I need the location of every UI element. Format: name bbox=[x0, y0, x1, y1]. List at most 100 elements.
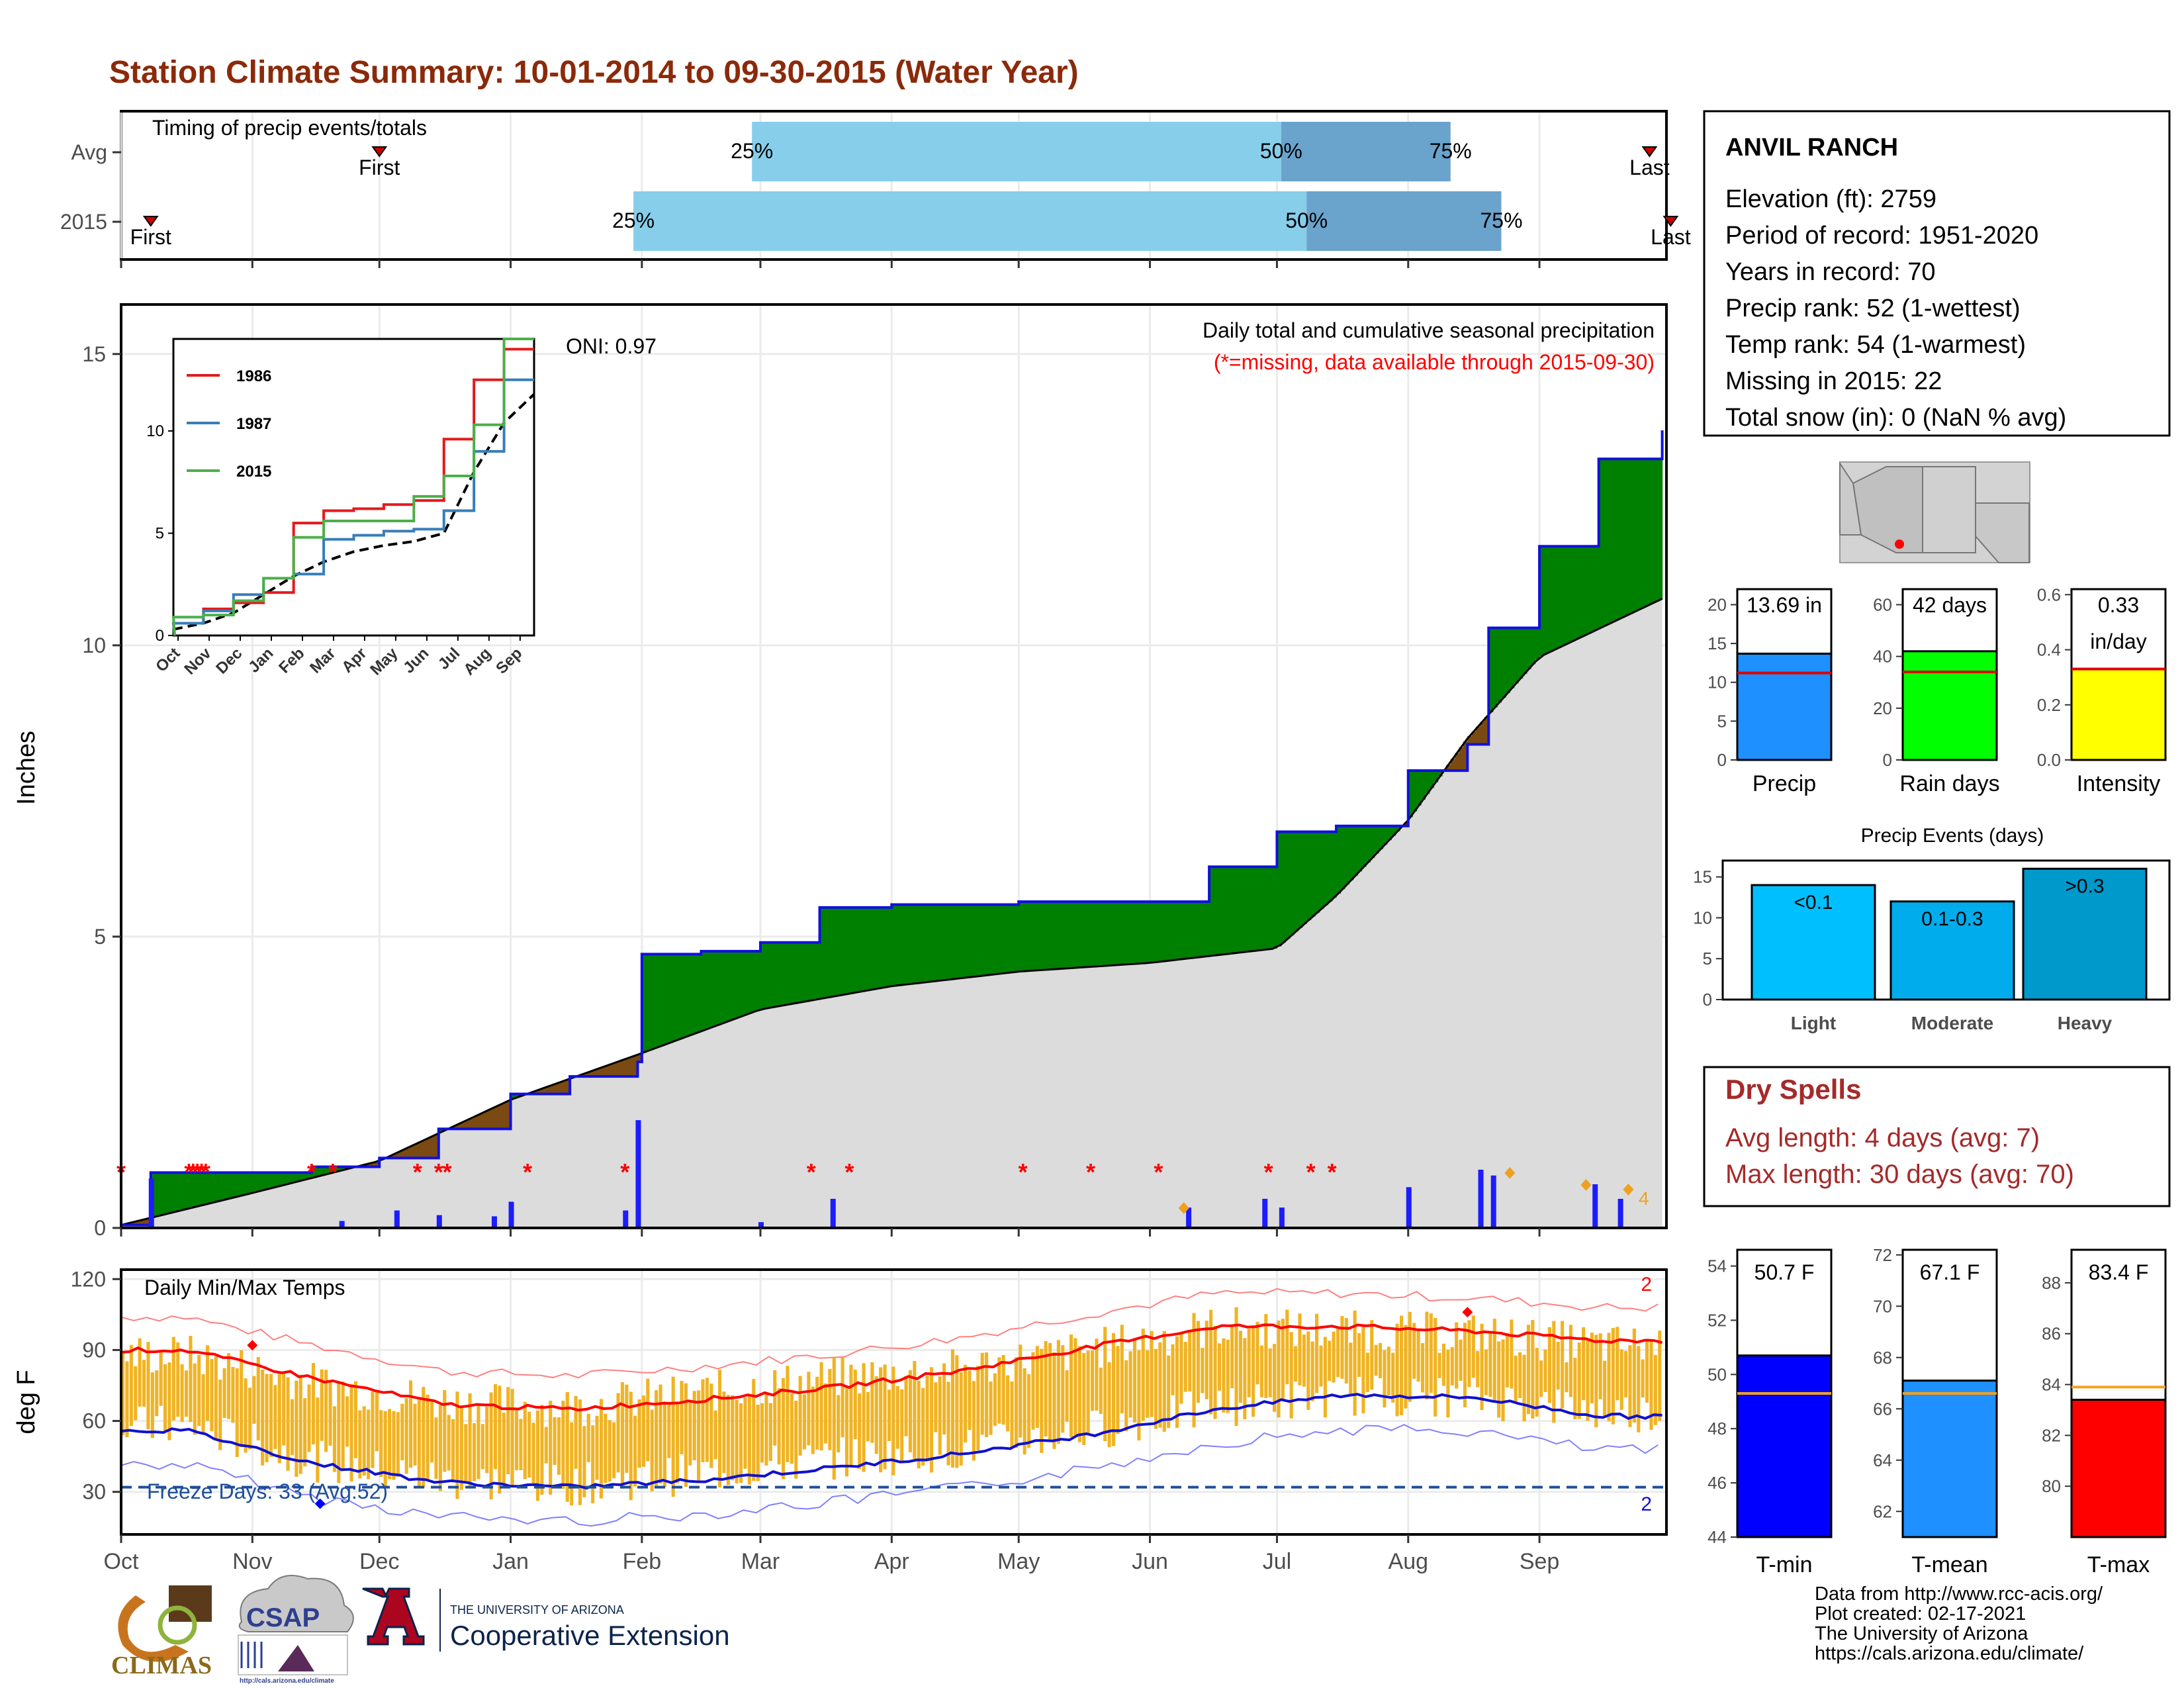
anomaly-band bbox=[167, 1172, 173, 1213]
anomaly-band bbox=[1247, 867, 1252, 952]
temp-y-label: deg F bbox=[13, 1370, 40, 1434]
temp-bar-tick-label: 44 bbox=[1707, 1527, 1727, 1547]
precip-note: Daily total and cumulative seasonal prec… bbox=[1203, 318, 1655, 342]
temp-bar-value bbox=[1901, 1380, 1998, 1538]
temp-bar-tick-label: 88 bbox=[2042, 1273, 2061, 1293]
anomaly-band bbox=[282, 1172, 287, 1186]
anomaly-band bbox=[1615, 459, 1621, 620]
first-event-marker bbox=[371, 146, 388, 158]
daily-temp-bar bbox=[781, 1378, 786, 1479]
anomaly-band bbox=[184, 1172, 189, 1209]
anomaly-band bbox=[1565, 546, 1570, 644]
anomaly-band bbox=[1450, 759, 1455, 771]
daily-precip-bar bbox=[758, 1222, 764, 1228]
daily-temp-bar bbox=[1132, 1339, 1137, 1423]
anomaly-band bbox=[1641, 459, 1646, 608]
daily-precip-bar bbox=[635, 1120, 641, 1228]
anomaly-band bbox=[955, 904, 960, 979]
anomaly-band bbox=[1455, 753, 1460, 771]
daily-temp-bar bbox=[883, 1364, 887, 1470]
anomaly-band bbox=[739, 951, 744, 1017]
record-high-marker bbox=[247, 1340, 258, 1351]
events-title: Precip Events (days) bbox=[1861, 825, 2044, 847]
anomaly-band bbox=[760, 942, 765, 1009]
daily-temp-bar bbox=[353, 1381, 357, 1458]
anomaly-band bbox=[290, 1172, 295, 1183]
anomaly-band bbox=[1061, 902, 1066, 969]
record-high-marker bbox=[1462, 1307, 1473, 1318]
daily-temp-bar bbox=[692, 1391, 696, 1461]
dry-spells-avg: Avg length: 4 days (avg: 7) bbox=[1725, 1123, 2040, 1152]
daily-temp-bar bbox=[1624, 1350, 1628, 1398]
inset-series-line bbox=[171, 338, 534, 636]
timing-rows: Avg 25% 50% 75% First Last 2015 25% 50% 75% First L… bbox=[60, 122, 1691, 251]
month-tick-label: Dec bbox=[359, 1549, 399, 1574]
daily-temp-bar bbox=[1183, 1342, 1187, 1392]
daily-temp-bar bbox=[214, 1356, 218, 1439]
anomaly-band bbox=[1006, 904, 1011, 973]
anomaly-band bbox=[1238, 867, 1244, 953]
daily-temp-bar bbox=[1399, 1315, 1404, 1415]
daily-temp-bar bbox=[646, 1378, 650, 1462]
anomaly-band bbox=[968, 904, 973, 978]
daily-precip-bar bbox=[491, 1216, 497, 1228]
anomaly-band bbox=[434, 1134, 439, 1158]
daily-temp-bar bbox=[1315, 1313, 1319, 1393]
anomaly-band bbox=[1230, 867, 1236, 954]
daily-temp-bar bbox=[273, 1385, 277, 1449]
month-tick-label: Jul bbox=[1263, 1549, 1291, 1574]
daily-temp-bar bbox=[493, 1383, 498, 1470]
daily-temp-bar bbox=[680, 1381, 684, 1454]
daily-temp-bar bbox=[1412, 1323, 1416, 1379]
daily-temp-bar bbox=[332, 1406, 336, 1472]
daily-temp-bar bbox=[307, 1384, 311, 1452]
anomaly-band bbox=[1281, 831, 1286, 943]
anomaly-band bbox=[1099, 902, 1104, 966]
daily-temp-bar bbox=[968, 1370, 972, 1430]
anomaly-band bbox=[1251, 867, 1257, 951]
anomaly-band bbox=[764, 942, 770, 1009]
missing-marker: * bbox=[413, 1158, 422, 1186]
daily-temp-bar bbox=[1484, 1349, 1488, 1395]
daily-temp-bar bbox=[561, 1400, 565, 1489]
anomaly-band bbox=[1653, 459, 1659, 602]
daily-temp-bar bbox=[464, 1424, 468, 1483]
anomaly-band bbox=[273, 1172, 279, 1188]
inset-y-tick-label: 10 bbox=[146, 422, 164, 440]
anomaly-band bbox=[1031, 902, 1036, 971]
daily-temp-bar bbox=[404, 1398, 408, 1474]
daily-temp-bar bbox=[650, 1409, 654, 1491]
university-of-arizona-logo: THE UNIVERSITY OF ARIZONA Cooperative Ex… bbox=[362, 1587, 730, 1652]
daily-temp-bar bbox=[489, 1392, 493, 1500]
anomaly-band bbox=[1378, 825, 1383, 849]
daily-temp-bar bbox=[1298, 1313, 1302, 1385]
anomaly-band bbox=[1535, 628, 1540, 660]
anomaly-band bbox=[747, 951, 752, 1013]
normal-cumulative-area bbox=[121, 598, 1662, 1228]
anomaly-band bbox=[1391, 825, 1396, 836]
daily-temp-bar bbox=[184, 1370, 189, 1417]
anomaly-band bbox=[837, 907, 842, 996]
daily-temp-bar bbox=[443, 1389, 447, 1472]
temp-bar-tick-label: 86 bbox=[2042, 1324, 2061, 1344]
anomaly-band bbox=[1175, 902, 1180, 960]
anomaly-band bbox=[1365, 825, 1371, 863]
anomaly-band bbox=[235, 1172, 240, 1197]
anomaly-band bbox=[929, 904, 934, 982]
quartile-bar-light bbox=[633, 191, 1307, 251]
temp-bar-label: T-mean bbox=[1911, 1552, 1987, 1577]
anomaly-band bbox=[1273, 867, 1278, 949]
precip-y-tick-label: 0 bbox=[94, 1216, 106, 1240]
daily-temp-bar bbox=[1146, 1350, 1150, 1418]
anomaly-band bbox=[807, 942, 812, 1001]
anomaly-band bbox=[1492, 628, 1498, 708]
missing-marker: * bbox=[1086, 1158, 1095, 1186]
daily-temp-bar bbox=[311, 1362, 315, 1445]
daily-temp-bar bbox=[688, 1400, 692, 1466]
daily-temp-bar bbox=[480, 1424, 484, 1470]
anomaly-band bbox=[904, 904, 909, 985]
anomaly-band bbox=[1433, 771, 1439, 782]
record-low-marker bbox=[314, 1498, 326, 1509]
missing-marker: * bbox=[1264, 1158, 1273, 1186]
precip-y-label: Inches bbox=[13, 731, 40, 805]
